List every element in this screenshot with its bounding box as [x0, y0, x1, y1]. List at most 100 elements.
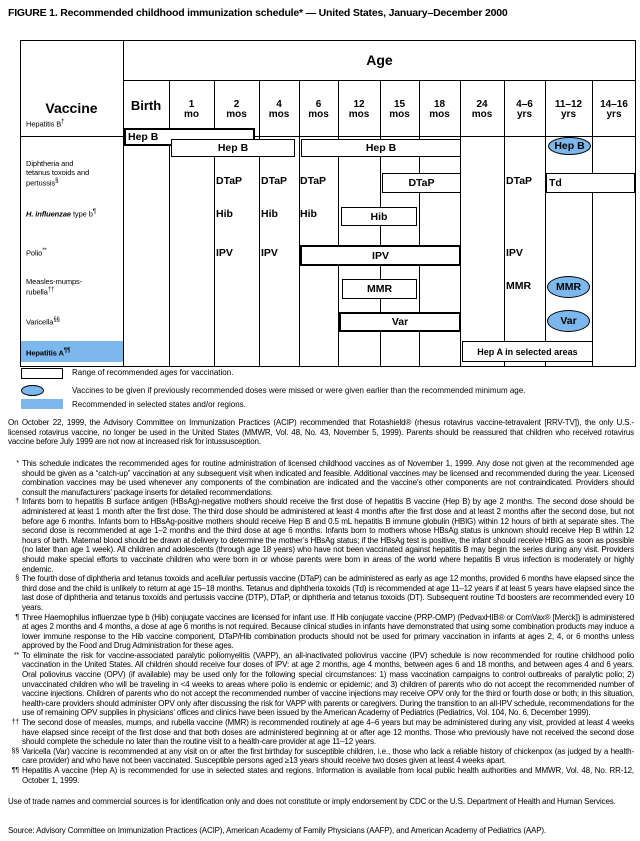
column-header-line: mos: [389, 109, 410, 120]
hepb-1-4mo-range: Hep B: [171, 139, 295, 157]
column-header-line: mos: [471, 109, 493, 120]
column-header: 15 mos: [380, 100, 419, 120]
row-divider: [20, 136, 636, 137]
footnote-text: Three Haemophilus influenzae type b (Hib…: [22, 612, 634, 651]
column-header-line: 24: [476, 99, 488, 110]
column-header-line: 14–16: [600, 99, 628, 110]
column-divider: [169, 80, 170, 367]
hepb-6-18mo-range: Hep B: [301, 139, 461, 157]
column-header: 1 mo: [169, 100, 214, 120]
ipv-4-6yr: IPV: [506, 247, 523, 259]
footnote: †† The second dose of measles, mumps, and…: [8, 718, 635, 747]
mmr-4-6yr: MMR: [506, 280, 532, 292]
row-label-hepa: Hepatitis A¶¶: [26, 348, 71, 358]
column-header-line: 4–6: [516, 99, 533, 110]
vaccine-header: Vaccine: [45, 100, 98, 116]
legend-range-text: Range of recommended ages for vaccinatio…: [72, 368, 234, 377]
row-label-dtap: Diphtheria and tetanus toxoids and pertuss…: [26, 159, 90, 188]
footnote-marker: ¶: [15, 613, 19, 621]
footnote: §§ Varicella (Var) vaccine is recommended…: [8, 746, 635, 766]
ipv-2mo: IPV: [216, 247, 233, 259]
footnote-text: Infants born to hepatitis B surface anti…: [22, 497, 634, 574]
td-range: Td: [546, 173, 635, 193]
footnote-marker: ¶¶: [11, 767, 19, 774]
footnote-marker: *: [16, 460, 19, 467]
legend-selected-text: Recommended in selected states and/or re…: [72, 400, 246, 409]
footnote-marker: †: [15, 498, 19, 506]
age-header: Age: [366, 52, 393, 68]
column-header: 14–16 yrs: [592, 100, 636, 120]
column-header-line: 15: [393, 99, 406, 110]
figure-title: FIGURE 1. Recommended childhood immuniza…: [8, 7, 508, 19]
column-header-line: Birth: [130, 98, 162, 113]
dtap-4-6yr: DTaP: [506, 175, 533, 187]
column-header-line: yrs: [560, 109, 576, 120]
column-header-line: mos: [429, 109, 450, 120]
column-header: 4–6 yrs: [504, 100, 545, 120]
column-header-line: 11–12: [554, 99, 583, 110]
column-header-line: 4: [276, 99, 282, 110]
row-label-varicella: Varicella§§: [26, 317, 60, 327]
column-header-line: mos: [308, 109, 329, 120]
row-label-mmr: Measles-mumps-rubella††: [26, 277, 83, 297]
column-divider: [214, 80, 215, 367]
column-divider: [338, 80, 339, 367]
hib-4mo: Hib: [261, 208, 278, 220]
footnote: ** To eliminate the risk for vaccine-asso…: [8, 651, 634, 718]
row-label-hepb: Hepatitis B†: [26, 119, 65, 129]
legend-catchup-swatch: [21, 385, 44, 396]
footnote-text: This schedule indicates the recommended …: [22, 459, 634, 497]
rotavirus-note: On October 22, 1999, the Advisory Commit…: [8, 418, 634, 447]
dtap-15-18mo-range: DTaP: [382, 173, 461, 193]
ipv-4mo: IPV: [261, 247, 278, 259]
hepa-selected-highlight: [21, 341, 123, 362]
column-divider: [299, 80, 300, 367]
var-catchup-oval: Var: [547, 310, 590, 332]
hib-2mo: Hib: [216, 208, 233, 220]
footnotes: * This schedule indicates the recommended…: [8, 459, 635, 785]
dtap-6mo: DTaP: [300, 175, 327, 187]
column-header-line: mo: [184, 109, 199, 120]
column-header: Birth: [123, 98, 169, 113]
footnote-text: Varicella (Var) vaccine is recommended a…: [22, 746, 634, 766]
column-header: 24 mos: [460, 100, 504, 120]
legend-catchup-text: Vaccines to be given if previously recom…: [72, 386, 526, 395]
footnote-marker: §: [15, 575, 19, 583]
hepa-selected-areas-range: Hep A in selected areas: [462, 341, 593, 362]
row-divider: [123, 80, 636, 81]
ipv-6-18mo-range: IPV: [300, 245, 461, 266]
column-divider: [259, 80, 260, 367]
column-header-line: mos: [226, 109, 247, 120]
column-header-line: 2: [233, 99, 240, 110]
legend-selected-swatch: [21, 399, 63, 409]
hib-12-15mo-range: Hib: [341, 207, 417, 226]
mmr-catchup-oval: MMR: [547, 276, 590, 298]
source-note: Source: Advisory Committee on Immunizati…: [8, 826, 547, 835]
column-header-line: 6: [315, 99, 322, 110]
footnote: ¶¶ Hepatitis A vaccine (Hep A) is recomme…: [8, 766, 634, 785]
column-header-line: mos: [348, 109, 370, 120]
column-divider: [460, 80, 461, 367]
mmr-12-15mo-range: MMR: [342, 279, 417, 299]
var-12-18mo-range: Var: [339, 312, 461, 332]
footnote: † Infants born to hepatitis B surface ant…: [8, 497, 634, 574]
hepb-catchup-oval: Hep B: [548, 137, 591, 155]
column-header-line: mos: [268, 109, 290, 120]
column-header-line: yrs: [606, 109, 622, 120]
disclaimer: Use of trade names and commercial source…: [8, 797, 616, 806]
hib-6mo: Hib: [300, 208, 317, 220]
column-header: 18 mos: [419, 100, 460, 120]
column-divider: [504, 80, 505, 367]
footnote: * This schedule indicates the recommended…: [8, 459, 634, 497]
column-header-line: 18: [433, 99, 446, 110]
column-header: 4 mos: [259, 100, 299, 120]
column-header-line: 1: [188, 99, 195, 110]
legend-range-swatch: [21, 368, 63, 379]
footnote-text: To eliminate the risk for vaccine-associ…: [22, 650, 634, 718]
dtap-2mo: DTaP: [216, 175, 243, 187]
footnote-marker: **: [13, 651, 19, 659]
footnote: § The fourth dose of diphtheria and tetan…: [8, 574, 634, 612]
column-header: 11–12 yrs: [545, 100, 592, 120]
column-divider: [592, 80, 593, 367]
footnote-text: The fourth dose of diphtheria and tetanu…: [22, 574, 634, 612]
